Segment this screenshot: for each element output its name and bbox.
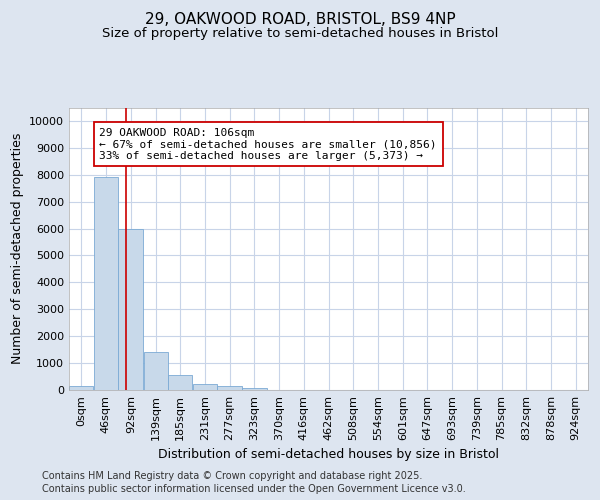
Bar	[118, 228, 143, 390]
Text: 29 OAKWOOD ROAD: 106sqm
← 67% of semi-detached houses are smaller (10,856)
33% o: 29 OAKWOOD ROAD: 106sqm ← 67% of semi-de…	[100, 128, 437, 161]
Y-axis label: Number of semi-detached properties: Number of semi-detached properties	[11, 133, 23, 364]
Bar	[217, 386, 242, 390]
Bar	[143, 352, 168, 390]
Text: Contains HM Land Registry data © Crown copyright and database right 2025.: Contains HM Land Registry data © Crown c…	[42, 471, 422, 481]
Text: Contains public sector information licensed under the Open Government Licence v3: Contains public sector information licen…	[42, 484, 466, 494]
Text: 29, OAKWOOD ROAD, BRISTOL, BS9 4NP: 29, OAKWOOD ROAD, BRISTOL, BS9 4NP	[145, 12, 455, 28]
Bar	[168, 375, 193, 390]
Text: Size of property relative to semi-detached houses in Bristol: Size of property relative to semi-detach…	[102, 28, 498, 40]
Bar	[193, 384, 217, 390]
Bar	[242, 388, 267, 390]
Bar	[94, 178, 118, 390]
X-axis label: Distribution of semi-detached houses by size in Bristol: Distribution of semi-detached houses by …	[158, 448, 499, 462]
Bar	[69, 386, 94, 390]
